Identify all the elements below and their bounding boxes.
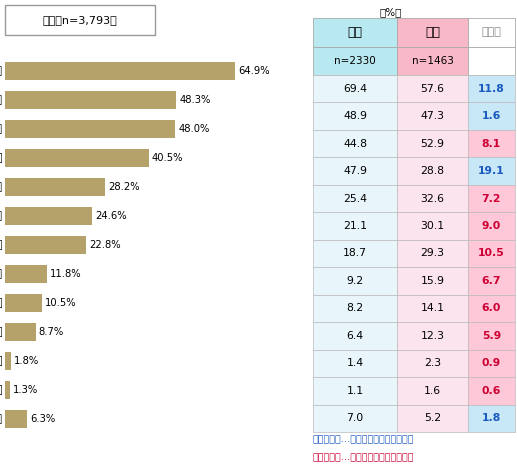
Text: 0.6: 0.6 — [482, 386, 501, 396]
Bar — [5, 120, 175, 138]
Text: n=2330: n=2330 — [334, 56, 376, 66]
Bar — [5, 178, 105, 196]
Text: 7.0: 7.0 — [346, 413, 363, 423]
Text: ホワイトカレー: ホワイトカレー — [0, 356, 3, 366]
Text: 48.9: 48.9 — [343, 111, 367, 121]
Text: 9.0: 9.0 — [482, 221, 501, 231]
Text: 1.4: 1.4 — [346, 358, 363, 368]
Text: 1.8: 1.8 — [482, 413, 501, 423]
Text: 10.5%: 10.5% — [45, 298, 77, 308]
Text: 6.4: 6.4 — [346, 331, 363, 341]
Text: 男女差: 男女差 — [481, 28, 501, 38]
Text: 全体（n=3,793）: 全体（n=3,793） — [42, 15, 117, 25]
Text: 5.2: 5.2 — [424, 413, 441, 423]
Bar — [5, 265, 47, 283]
Text: 1.6: 1.6 — [424, 386, 441, 396]
Bar — [5, 149, 149, 167]
Text: 1.6: 1.6 — [482, 111, 501, 121]
Text: 6.0: 6.0 — [482, 304, 501, 314]
Text: 48.0%: 48.0% — [178, 124, 210, 134]
Text: 8.1: 8.1 — [482, 139, 501, 149]
Text: 48.3%: 48.3% — [179, 95, 211, 105]
Bar — [5, 294, 42, 312]
Text: 1.3%: 1.3% — [12, 385, 38, 395]
Text: スープカレー: スープカレー — [0, 269, 3, 279]
Text: チキンカレー: チキンカレー — [0, 124, 3, 134]
Text: 19.1: 19.1 — [478, 166, 505, 176]
Text: 1.1: 1.1 — [346, 386, 363, 396]
Text: 57.6: 57.6 — [420, 84, 445, 94]
Text: 焼きカレー: 焼きカレー — [0, 327, 3, 337]
Text: 10.5: 10.5 — [478, 248, 505, 258]
Text: （%）: （%） — [379, 7, 402, 17]
Text: 40.5%: 40.5% — [151, 153, 183, 163]
Text: 1.8%: 1.8% — [14, 356, 40, 366]
Text: 12.3: 12.3 — [420, 331, 445, 341]
Text: 6.7: 6.7 — [482, 276, 501, 286]
Text: 32.6: 32.6 — [420, 194, 445, 204]
Text: 30.1: 30.1 — [420, 221, 445, 231]
Text: 18.7: 18.7 — [343, 248, 367, 258]
Text: ポークカレー: ポークカレー — [0, 95, 3, 105]
Bar — [5, 207, 92, 225]
Text: 14.1: 14.1 — [420, 304, 445, 314]
Text: 25.4: 25.4 — [343, 194, 367, 204]
Bar — [5, 91, 176, 109]
Text: 22.8%: 22.8% — [89, 240, 120, 250]
Text: 11.8%: 11.8% — [50, 269, 82, 279]
Text: 7.2: 7.2 — [482, 194, 501, 204]
Text: 6.3%: 6.3% — [31, 414, 56, 424]
Text: 男性: 男性 — [347, 26, 362, 39]
Text: 69.4: 69.4 — [343, 84, 367, 94]
Text: 8.2: 8.2 — [346, 304, 363, 314]
Text: 28.2%: 28.2% — [108, 182, 140, 192]
Text: 21.1: 21.1 — [343, 221, 367, 231]
Text: 24.6%: 24.6% — [95, 211, 127, 221]
Text: 9.2: 9.2 — [346, 276, 363, 286]
Text: 2.3: 2.3 — [424, 358, 441, 368]
Bar — [5, 352, 11, 370]
Text: 男女差青字…男性のほうが数値が高い: 男女差青字…男性のほうが数値が高い — [313, 436, 415, 445]
Text: 47.3: 47.3 — [420, 111, 445, 121]
Bar — [5, 62, 235, 80]
Text: 8.7%: 8.7% — [39, 327, 64, 337]
Text: 28.8: 28.8 — [420, 166, 445, 176]
Text: その他: その他 — [0, 385, 3, 395]
Text: タイカレー: タイカレー — [0, 298, 3, 308]
Text: 特にない: 特にない — [0, 414, 3, 424]
Text: n=1463: n=1463 — [412, 56, 453, 66]
Text: シーフードカレー: シーフードカレー — [0, 182, 3, 192]
Bar — [5, 323, 36, 341]
Text: 15.9: 15.9 — [420, 276, 445, 286]
Text: 0.9: 0.9 — [482, 358, 501, 368]
Text: カツカレー: カツカレー — [0, 153, 3, 163]
Text: 64.9%: 64.9% — [238, 66, 270, 76]
Bar — [5, 410, 27, 428]
Text: 男女差赤字…女性のほうが数値が高い: 男女差赤字…女性のほうが数値が高い — [313, 454, 415, 463]
Bar — [5, 381, 10, 399]
Text: 44.8: 44.8 — [343, 139, 367, 149]
Text: 29.3: 29.3 — [420, 248, 445, 258]
Bar — [5, 236, 86, 254]
Text: 11.8: 11.8 — [478, 84, 505, 94]
Text: 52.9: 52.9 — [420, 139, 445, 149]
Text: 5.9: 5.9 — [482, 331, 501, 341]
Text: 野菜カレー: 野菜カレー — [0, 240, 3, 250]
Text: 47.9: 47.9 — [343, 166, 367, 176]
Text: ビーフカレー: ビーフカレー — [0, 66, 3, 76]
Text: キーマカレー: キーマカレー — [0, 211, 3, 221]
Text: 女性: 女性 — [425, 26, 440, 39]
